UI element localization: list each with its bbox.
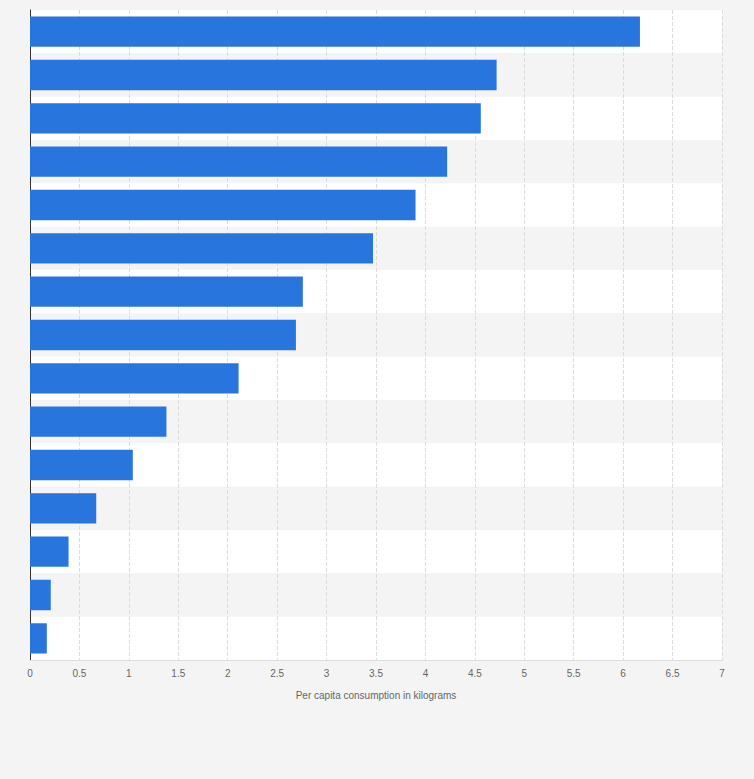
svg-text:0.5: 0.5 xyxy=(72,668,86,679)
svg-text:2: 2 xyxy=(225,668,231,679)
svg-text:6: 6 xyxy=(620,668,626,679)
svg-text:1.5: 1.5 xyxy=(171,668,185,679)
svg-text:3.5: 3.5 xyxy=(369,668,383,679)
svg-text:3: 3 xyxy=(324,668,330,679)
svg-text:7: 7 xyxy=(719,668,725,679)
svg-text:Per capita consumption in kilo: Per capita consumption in kilograms xyxy=(296,690,457,701)
svg-text:6.5: 6.5 xyxy=(666,668,680,679)
svg-text:2.5: 2.5 xyxy=(270,668,284,679)
svg-text:0: 0 xyxy=(27,668,33,679)
svg-text:4: 4 xyxy=(423,668,429,679)
svg-text:5: 5 xyxy=(522,668,528,679)
svg-text:1: 1 xyxy=(126,668,132,679)
svg-text:4.5: 4.5 xyxy=(468,668,482,679)
svg-text:5.5: 5.5 xyxy=(567,668,581,679)
